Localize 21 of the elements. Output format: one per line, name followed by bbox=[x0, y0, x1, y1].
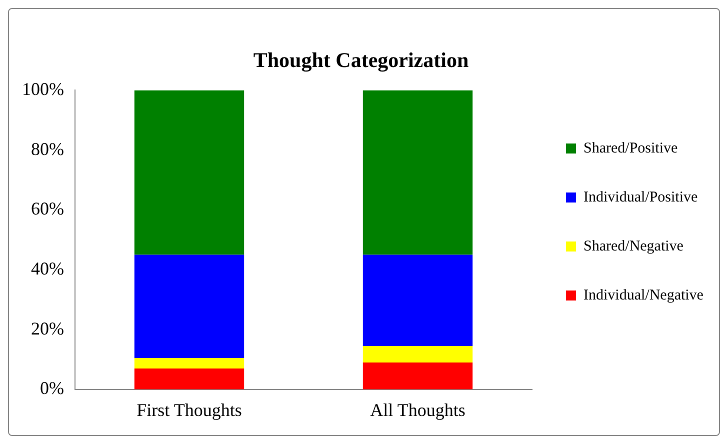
bar bbox=[134, 368, 244, 390]
legend-label: Individual/Positive bbox=[584, 189, 698, 206]
legend-label: Shared/Negative bbox=[584, 238, 684, 254]
x-tick-label: All Thoughts bbox=[370, 400, 466, 420]
y-tick-label: 80% bbox=[30, 138, 64, 159]
y-tick-label: 100% bbox=[22, 78, 64, 99]
bar bbox=[362, 254, 473, 346]
legend-label: Shared/Positive bbox=[584, 140, 678, 156]
bar bbox=[362, 90, 473, 255]
bar bbox=[134, 90, 244, 255]
chart-title: Thought Categorization bbox=[253, 48, 469, 72]
y-tick-label: 20% bbox=[30, 318, 64, 338]
bar bbox=[134, 358, 244, 368]
bar bbox=[362, 346, 473, 362]
x-tick-label: First Thoughts bbox=[136, 400, 242, 420]
y-tick-label: 0% bbox=[40, 378, 64, 398]
y-tick-label: 40% bbox=[30, 258, 64, 278]
legend-label: Individual/Negative bbox=[584, 287, 704, 304]
bar bbox=[362, 362, 473, 390]
y-tick-label: 60% bbox=[30, 198, 64, 219]
bar bbox=[134, 254, 244, 358]
